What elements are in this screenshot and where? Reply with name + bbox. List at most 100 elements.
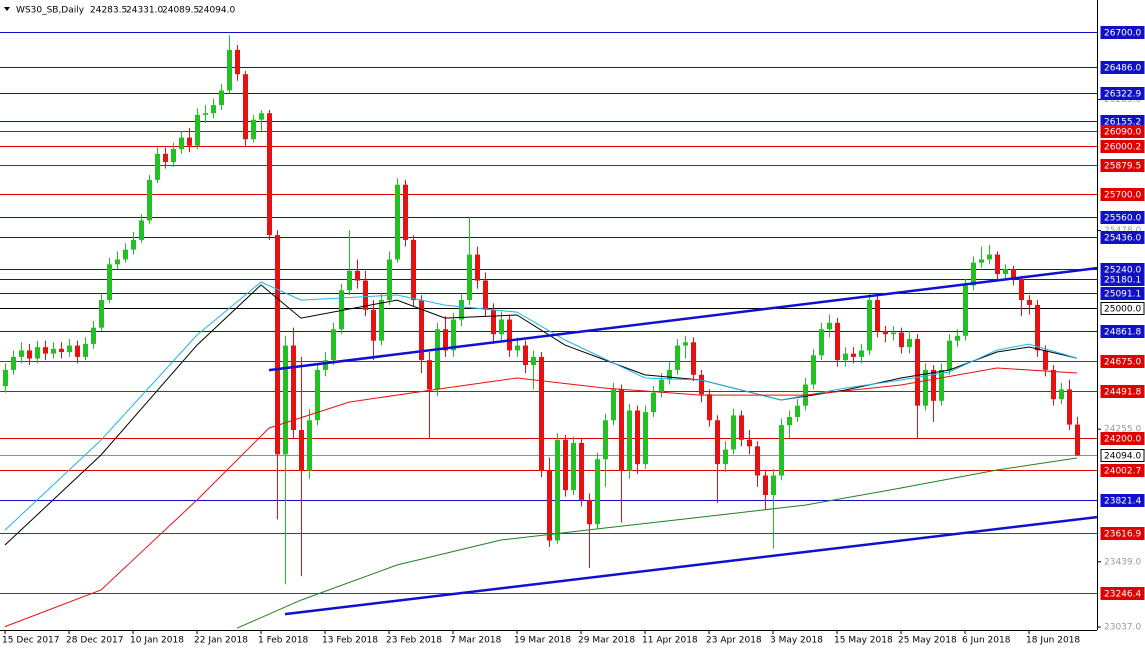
candle-body (379, 300, 384, 341)
candle-body (795, 405, 800, 418)
candle-body (715, 420, 720, 465)
level-label-box (1100, 287, 1145, 300)
candle-body (987, 254, 992, 260)
x-tick-label: 22 Jan 2018 (194, 636, 248, 646)
candle-body (1043, 350, 1048, 370)
candle-body (19, 350, 24, 357)
candle-body (211, 105, 216, 114)
candle-body (11, 356, 16, 370)
plot-area (0, 32, 1097, 629)
candle-body (947, 340, 952, 370)
candle-body (307, 420, 312, 471)
indicator-line (284, 515, 1097, 616)
candle-body (411, 239, 416, 301)
x-tick-label: 25 May 2018 (898, 636, 957, 646)
level-label: 24002.7 (1104, 467, 1141, 477)
level-label-box (1100, 140, 1145, 153)
candle-body (1067, 389, 1072, 425)
level-label: 26322.9 (1104, 90, 1141, 100)
candle-body (315, 369, 320, 421)
candle-body (51, 348, 56, 354)
level-label: 25180.1 (1104, 276, 1141, 286)
level-label-box (1100, 231, 1145, 244)
indicator-line (236, 457, 1078, 629)
candle-body (787, 417, 792, 426)
level-label-box (1100, 188, 1145, 201)
candle-body (995, 254, 1000, 275)
candle-body (483, 280, 488, 310)
symbol-title: WS30_SB,Daily (16, 6, 85, 16)
x-tick-label: 29 Mar 2018 (578, 636, 635, 646)
candle-body (171, 148, 176, 162)
candle-body (587, 499, 592, 525)
candle-body (179, 137, 184, 149)
candle-body (651, 392, 656, 413)
candle-body (275, 235, 280, 455)
level-label: 25436.0 (1104, 234, 1141, 244)
level-label-box (1100, 527, 1145, 540)
candle-body (187, 137, 192, 146)
level-label-box (1100, 26, 1145, 39)
candle-body (971, 262, 976, 286)
candle-body (347, 270, 352, 291)
candle-body (363, 280, 368, 310)
candle-body (707, 394, 712, 421)
candle-body (883, 330, 888, 335)
candle-body (339, 290, 344, 330)
candle-body (35, 347, 40, 359)
candle-body (283, 345, 288, 455)
level-label: 25000.0 (1104, 305, 1141, 315)
chart-header: WS30_SB,Daily 24283.5 24331.0 24089.5 24… (0, 2, 236, 18)
candle-body (299, 430, 304, 471)
candle-body (331, 329, 336, 361)
candle-body (163, 153, 168, 162)
level-label: 24491.8 (1104, 388, 1141, 398)
level-label-box (1100, 125, 1145, 138)
candle-body (139, 220, 144, 240)
x-tick-label: 13 Feb 2018 (322, 636, 378, 646)
x-tick-label: 1 Feb 2018 (258, 636, 309, 646)
y-tick-label: 23439.0 (1104, 557, 1141, 567)
candle-body (83, 343, 88, 357)
candle-body (931, 369, 936, 401)
level-label: 25700.0 (1104, 191, 1141, 201)
candle-body (571, 443, 576, 491)
candle-body (475, 254, 480, 281)
candle-body (523, 345, 528, 366)
candle-body (115, 259, 120, 265)
last-high: 24331.0 (126, 6, 163, 16)
candle-body (667, 369, 672, 380)
level-label: 23246.4 (1104, 590, 1141, 600)
level-label-box (1100, 87, 1145, 100)
candle-body (691, 342, 696, 375)
x-tick-label: 23 Apr 2018 (706, 636, 762, 646)
candle-body (131, 239, 136, 250)
candle-body (955, 335, 960, 341)
candle-body (499, 319, 504, 335)
level-label-box (1100, 449, 1145, 462)
level-label-box (1100, 385, 1145, 398)
candle-body (99, 300, 104, 328)
candle-body (91, 327, 96, 344)
candle-body (1035, 304, 1040, 351)
price-axis: 23037.023439.024255.025478.026285.026700… (1097, 26, 1145, 633)
candle-body (43, 347, 48, 354)
candle-body (387, 259, 392, 301)
candle-body (939, 369, 944, 401)
indicator-line (268, 266, 1097, 372)
candle-body (227, 49, 232, 91)
level-label: 26700.0 (1104, 29, 1141, 39)
level-label: 26486.0 (1104, 64, 1141, 74)
level-label-box (1100, 159, 1145, 172)
candle-body (1027, 300, 1032, 305)
candle-body (59, 348, 64, 353)
level-label: 26000.2 (1104, 143, 1141, 153)
candle-body (531, 356, 536, 366)
x-tick-label: 28 Dec 2017 (66, 636, 124, 646)
candle-body (555, 439, 560, 541)
candle-body (123, 249, 128, 260)
candle-body (627, 410, 632, 471)
collapse-icon[interactable] (4, 7, 10, 11)
candle-body (835, 322, 840, 361)
level-label-box (1100, 355, 1145, 368)
